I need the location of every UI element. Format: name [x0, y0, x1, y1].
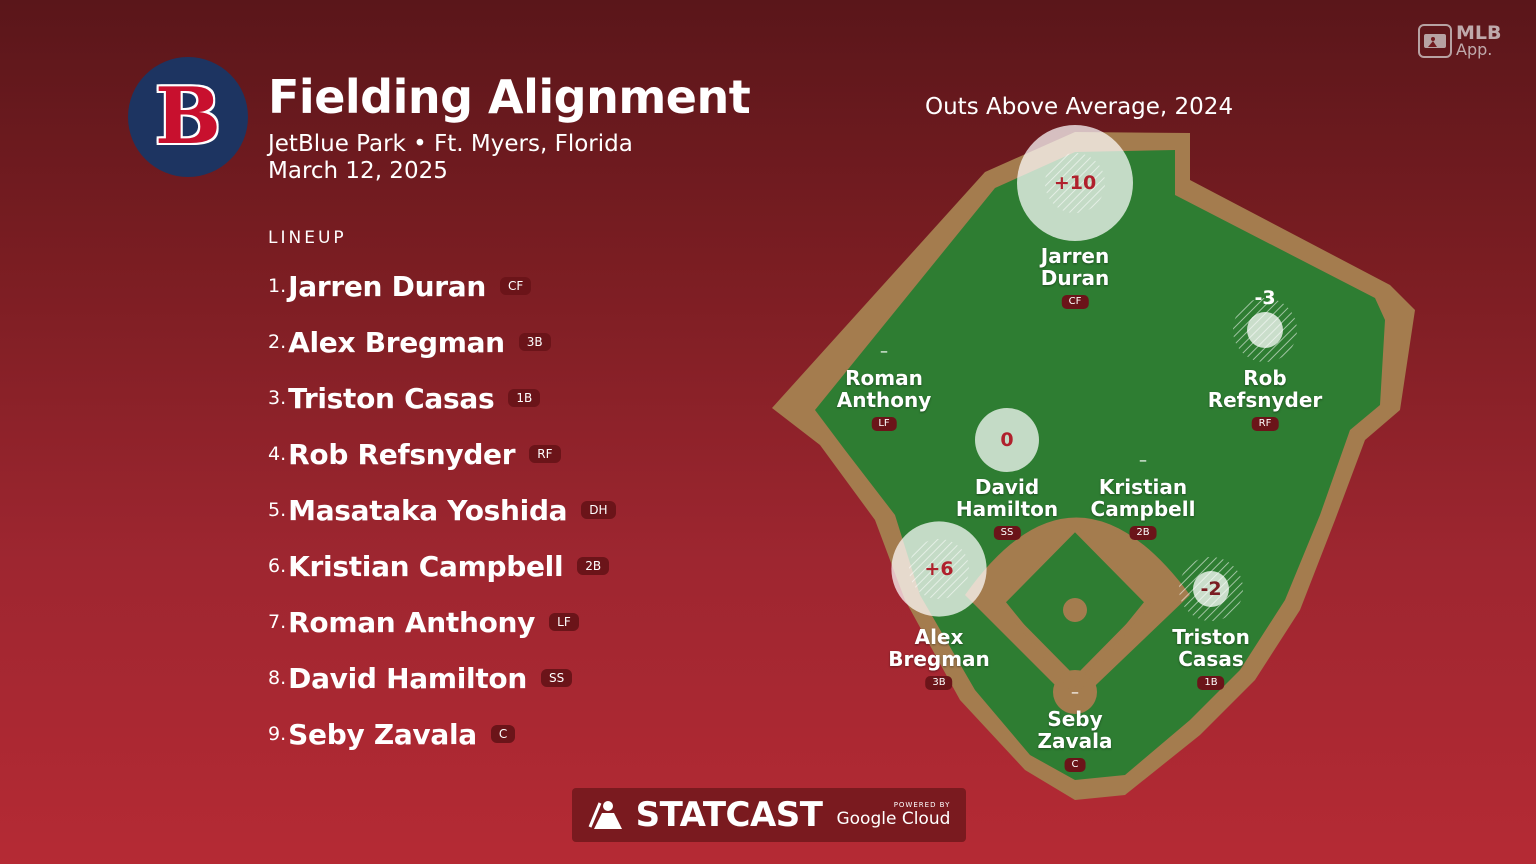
- page-title: Fielding Alignment: [268, 70, 751, 124]
- mlb-app-text-1: MLB: [1456, 22, 1502, 44]
- field-position-badge: 2B: [1129, 526, 1157, 540]
- field-title: Outs Above Average, 2024: [925, 94, 1234, 120]
- lineup-player-name: Alex Bregman: [288, 325, 505, 359]
- field-player-name: Kristian Campbell: [1090, 475, 1196, 521]
- lineup-position-badge: RF: [529, 445, 561, 463]
- lineup-number: 8.: [268, 667, 287, 689]
- lineup-position-badge: DH: [581, 501, 616, 519]
- field-player: Seby Zavala C: [1037, 707, 1113, 772]
- lineup-position-badge: 2B: [577, 557, 610, 575]
- field-player-name: Alex Bregman: [888, 625, 990, 671]
- oaa-inner: [1193, 571, 1229, 607]
- lineup-player-name: Kristian Campbell: [288, 549, 564, 583]
- oaa-value: +6: [924, 558, 954, 580]
- oaa-value: +10: [1053, 172, 1097, 194]
- game-date: March 12, 2025: [268, 158, 448, 184]
- field-player: Jarren Duran CF: [1041, 245, 1109, 309]
- field-position-badge: RF: [1251, 417, 1279, 431]
- google-cloud-label: Google Cloud: [836, 809, 951, 829]
- field-position-badge: SS: [993, 526, 1021, 540]
- oaa-value: –: [1071, 682, 1079, 702]
- field-position-badge: 3B: [925, 676, 953, 690]
- pitchers-mound: [1063, 598, 1087, 622]
- field-player-name: Seby Zavala: [1037, 707, 1113, 753]
- red-sox-logo: B: [128, 57, 248, 177]
- lineup-number: 5.: [268, 499, 287, 521]
- field-player-name: Triston Casas: [1172, 625, 1250, 671]
- venue-text: JetBlue Park • Ft. Myers, Florida: [268, 131, 633, 157]
- lineup-position-badge: LF: [549, 613, 579, 631]
- field-player: Triston Casas 1B: [1172, 626, 1250, 690]
- lineup-row: 2. Alex Bregman 3B: [268, 314, 616, 370]
- lineup-number: 3.: [268, 387, 287, 409]
- lineup-number: 6.: [268, 555, 287, 577]
- field-player-name: David Hamilton: [955, 475, 1059, 521]
- field-player: Roman Anthony LF: [836, 366, 932, 431]
- lineup-position-badge: 1B: [508, 389, 541, 407]
- lineup-number: 2.: [268, 331, 287, 353]
- lineup-player-name: Triston Casas: [288, 381, 495, 415]
- oaa-value: –: [1139, 450, 1147, 470]
- lineup-number: 7.: [268, 611, 287, 633]
- lineup-row: 5. Masataka Yoshida DH: [268, 482, 616, 538]
- lineup-position-badge: C: [490, 725, 516, 743]
- lineup-list: 1. Jarren Duran CF 2. Alex Bregman 3B 3. Tristo…: [268, 258, 616, 762]
- oaa-inner: [1247, 312, 1283, 348]
- logo-letter: B: [155, 71, 221, 162]
- lineup-player-name: Rob Refsnyder: [288, 437, 516, 471]
- mlb-app-text-2: App.: [1456, 40, 1493, 59]
- oaa-value: -2: [1200, 578, 1222, 600]
- lineup-position-badge: 3B: [518, 333, 551, 351]
- field-position-badge: LF: [871, 417, 897, 431]
- lineup-player-name: Roman Anthony: [288, 605, 536, 639]
- lineup-number: 4.: [268, 443, 287, 465]
- field-player: David Hamilton SS: [956, 476, 1058, 540]
- lineup-player-name: Masataka Yoshida: [288, 493, 568, 527]
- field-position-badge: C: [1064, 758, 1086, 772]
- field-player-name: Jarren Duran: [1040, 244, 1110, 290]
- oaa-value: -3: [1254, 287, 1276, 309]
- field-position-badge: 1B: [1197, 676, 1225, 690]
- lineup-number: 9.: [268, 723, 287, 745]
- lineup-row: 4. Rob Refsnyder RF: [268, 426, 616, 482]
- field-player-name: Roman Anthony: [836, 366, 932, 412]
- mlb-app-logo: MLB App.: [1418, 24, 1502, 58]
- lineup-position-badge: CF: [499, 277, 532, 295]
- field-player: Alex Bregman 3B: [888, 626, 990, 690]
- lineup-row: 7. Roman Anthony LF: [268, 594, 616, 650]
- field-position-badge: CF: [1061, 295, 1089, 309]
- field-player: Kristian Campbell 2B: [1090, 475, 1196, 540]
- lineup-number: 1.: [268, 275, 287, 297]
- field-player-name: Rob Refsnyder: [1207, 366, 1323, 412]
- lineup-position-badge: SS: [540, 669, 573, 687]
- mlb-icon: [1418, 24, 1452, 58]
- field-player: Rob Refsnyder RF: [1207, 366, 1323, 431]
- statcast-wordmark: STATCAST: [635, 795, 823, 835]
- lineup-row: 3. Triston Casas 1B: [268, 370, 616, 426]
- oaa-circle: [975, 408, 1039, 472]
- oaa-hatch: [909, 539, 969, 599]
- lineup-label: LINEUP: [268, 228, 347, 248]
- lineup-row: 6. Kristian Campbell 2B: [268, 538, 616, 594]
- mlb-batter-icon: [588, 801, 622, 829]
- statcast-badge: STATCAST POWERED BY Google Cloud: [572, 788, 966, 842]
- lineup-player-name: David Hamilton: [288, 661, 527, 695]
- powered-by-label: POWERED BY: [893, 801, 951, 809]
- lineup-player-name: Jarren Duran: [288, 269, 486, 303]
- oaa-value: –: [880, 341, 888, 361]
- lineup-row: 9. Seby Zavala C: [268, 706, 616, 762]
- oaa-hatch: [1045, 153, 1105, 213]
- oaa-value: 0: [1000, 429, 1014, 451]
- lineup-row: 1. Jarren Duran CF: [268, 258, 616, 314]
- lineup-row: 8. David Hamilton SS: [268, 650, 616, 706]
- lineup-player-name: Seby Zavala: [288, 717, 477, 751]
